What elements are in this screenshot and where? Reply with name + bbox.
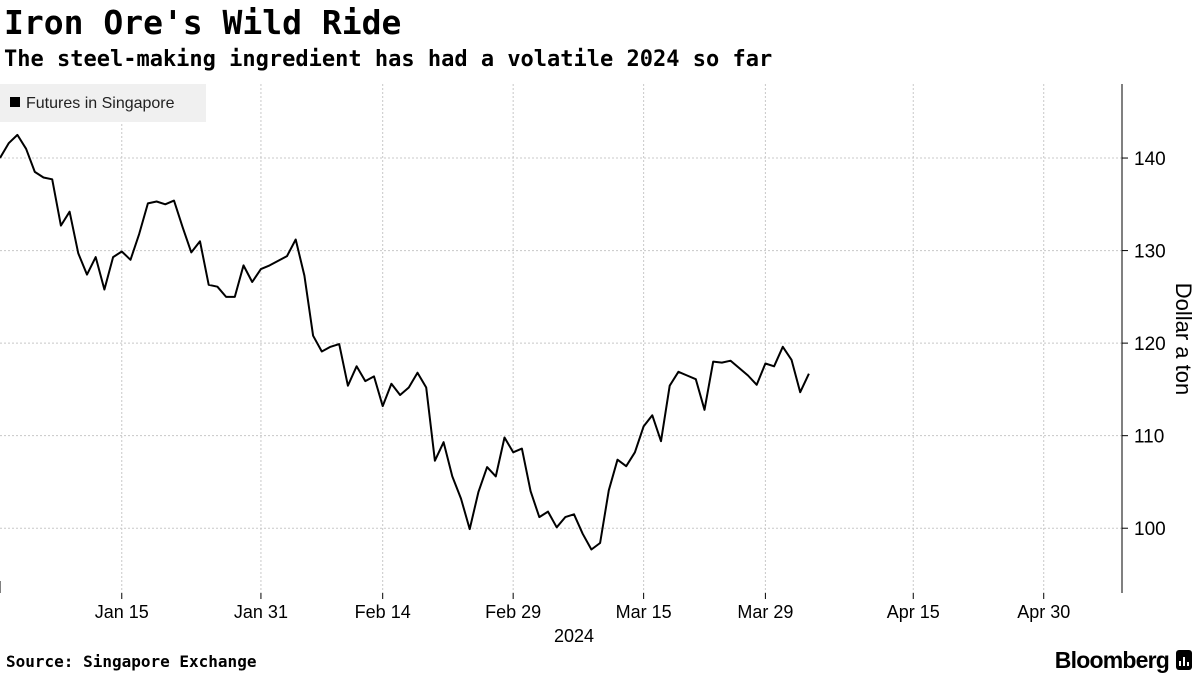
chart-subtitle: The steel-making ingredient has had a vo… bbox=[4, 47, 773, 72]
brand-logo: Bloomberg bbox=[1055, 646, 1192, 674]
legend-background bbox=[0, 84, 206, 122]
series-layer bbox=[0, 133, 810, 551]
axes: 100 110 120 130 140 Jan 15 Jan 31 Feb 14 Feb 29 M… bbox=[0, 84, 1196, 646]
x-tick-label: Apr 30 bbox=[1017, 602, 1070, 622]
x-tick-label: Mar 29 bbox=[737, 602, 793, 622]
y-tick-label: 110 bbox=[1134, 427, 1164, 448]
x-tick-label: Jan 15 bbox=[95, 602, 149, 622]
series-line-0 bbox=[0, 133, 810, 551]
legend: Futures in Singapore bbox=[0, 84, 206, 122]
source-note: Source: Singapore Exchange bbox=[6, 652, 257, 671]
chart-title: Iron Ore's Wild Ride bbox=[4, 3, 402, 42]
y-tick-label: 120 bbox=[1134, 334, 1166, 355]
y-tick-label: 100 bbox=[1134, 519, 1166, 540]
x-axis-year-label: 2024 bbox=[554, 626, 594, 646]
y-axis-title: Dollar a ton bbox=[1171, 283, 1196, 396]
x-tick-label: Feb 29 bbox=[485, 602, 541, 622]
legend-swatch bbox=[10, 97, 20, 107]
x-tick-label: Jan 31 bbox=[234, 602, 288, 622]
x-tick-label: Feb 14 bbox=[355, 602, 411, 622]
x-tick-label: Mar 15 bbox=[616, 602, 672, 622]
grid-lines bbox=[0, 84, 1122, 593]
x-tick-label: Apr 15 bbox=[887, 602, 940, 622]
y-tick-label: 130 bbox=[1134, 242, 1166, 263]
y-tick-label: 140 bbox=[1134, 149, 1166, 170]
legend-label: Futures in Singapore bbox=[26, 95, 175, 112]
bar-chart-icon bbox=[1176, 650, 1192, 670]
brand-name: Bloomberg bbox=[1054, 647, 1170, 673]
